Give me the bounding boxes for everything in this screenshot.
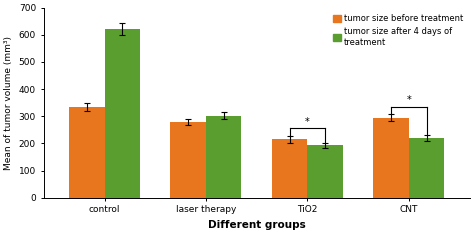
Y-axis label: Mean of tumor volume (mm³): Mean of tumor volume (mm³) — [4, 36, 13, 170]
Text: *: * — [407, 95, 411, 105]
Bar — [171, 122, 206, 198]
Bar — [272, 139, 308, 198]
Bar — [409, 138, 445, 198]
Bar — [104, 29, 140, 198]
Bar — [69, 107, 104, 198]
Bar — [308, 145, 343, 198]
Text: *: * — [305, 117, 310, 127]
Bar — [206, 116, 241, 198]
X-axis label: Different groups: Different groups — [208, 220, 306, 230]
Legend: tumor size before treatment, tumor size after 4 days of
treatment: tumor size before treatment, tumor size … — [330, 12, 465, 49]
Bar — [374, 117, 409, 198]
